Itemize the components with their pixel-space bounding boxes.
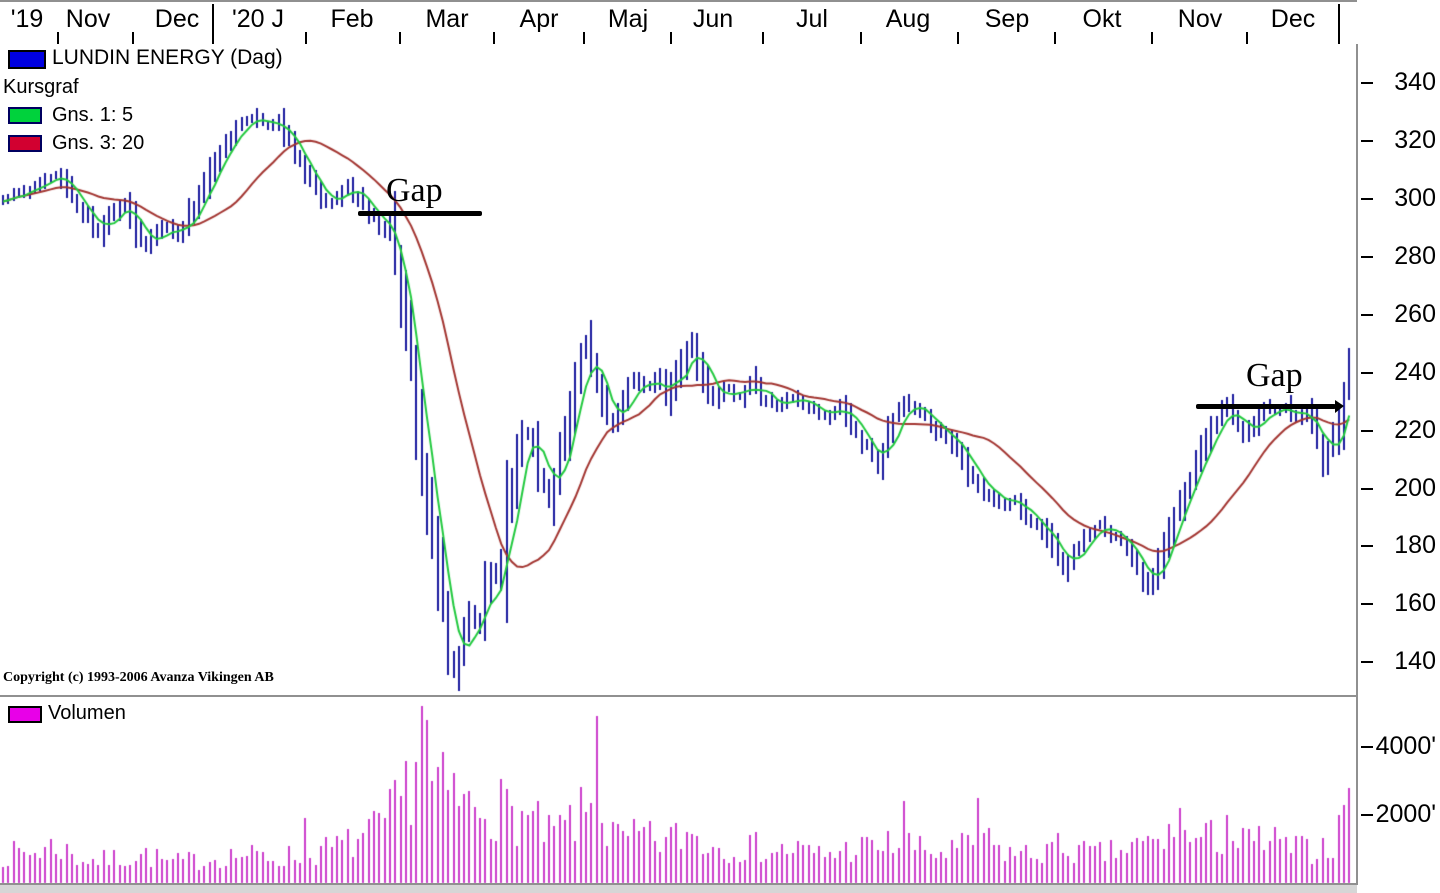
copyright-text: Copyright (c) 1993-2006 Avanza Vikingen …	[3, 670, 274, 685]
volume-tick	[1361, 746, 1373, 748]
price-panel-top-border	[0, 0, 1357, 2]
price-tick-label: 320	[1394, 126, 1436, 154]
month-label: Okt	[1082, 5, 1122, 33]
price-tick	[1361, 140, 1373, 142]
volume-tick	[1361, 814, 1373, 816]
ma20-swatch	[8, 135, 42, 152]
month-label: Nov	[65, 5, 111, 33]
month-label: Apr	[519, 5, 559, 33]
price-tick	[1361, 314, 1373, 316]
price-tick	[1361, 430, 1373, 432]
gap-annotation-line	[358, 211, 482, 216]
price-tick-label: 280	[1394, 242, 1436, 270]
price-legend: LUNDIN ENERGY (Dag) Kursgraf Gns. 1: 5 G…	[0, 44, 320, 164]
month-tick	[762, 32, 764, 44]
month-tick	[583, 32, 585, 44]
month-label: Nov	[1177, 5, 1223, 33]
price-tick-label: 200	[1394, 474, 1436, 502]
volume-tick-label: 2000'	[1375, 800, 1436, 828]
price-series-swatch	[8, 50, 46, 69]
plot-right-border	[1356, 44, 1358, 885]
price-tick	[1361, 545, 1373, 547]
month-tick	[57, 32, 59, 44]
series-label: Kursgraf	[3, 76, 79, 98]
year-tick	[212, 4, 214, 44]
month-tick	[1151, 32, 1153, 44]
month-label: '19	[10, 5, 44, 33]
month-tick	[957, 32, 959, 44]
price-tick-label: 140	[1394, 647, 1436, 675]
price-tick	[1361, 372, 1373, 374]
price-tick	[1361, 198, 1373, 200]
month-label: Jul	[796, 5, 828, 33]
price-tick-label: 300	[1394, 184, 1436, 212]
chart-title: LUNDIN ENERGY (Dag)	[52, 46, 283, 69]
month-label: Aug	[885, 5, 931, 33]
month-label: Dec	[154, 5, 200, 33]
ma5-swatch	[8, 107, 42, 124]
year-tick	[1338, 4, 1340, 44]
month-tick	[1246, 32, 1248, 44]
month-tick	[493, 32, 495, 44]
month-tick	[399, 32, 401, 44]
volume-label: Volumen	[48, 702, 126, 724]
month-axis: '19 Nov Dec '20 J Feb Mar Apr Maj Jun Jul Aug Sep Ok…	[0, 0, 1440, 44]
gap-annotation-line	[1196, 400, 1344, 413]
price-tick	[1361, 82, 1373, 84]
price-tick	[1361, 256, 1373, 258]
month-label: '20 J	[231, 5, 285, 33]
month-tick	[132, 32, 134, 44]
price-tick-label: 220	[1394, 416, 1436, 444]
right-axis: 340 320 300 280 260 240 220 200 180 160 140 4000' 20…	[1356, 44, 1440, 893]
price-tick	[1361, 661, 1373, 663]
month-tick	[860, 32, 862, 44]
volume-swatch	[8, 706, 42, 723]
ma20-label: Gns. 3: 20	[52, 132, 145, 154]
price-tick-label: 180	[1394, 531, 1436, 559]
price-tick-label: 240	[1394, 358, 1436, 386]
price-tick-label: 260	[1394, 300, 1436, 328]
volume-panel-bottom-border	[0, 883, 1357, 885]
month-tick	[670, 32, 672, 44]
price-tick-label: 160	[1394, 589, 1436, 617]
month-tick	[305, 32, 307, 44]
gap-annotation-text: Gap	[386, 172, 443, 209]
month-label: Sep	[984, 5, 1030, 33]
panel-separator	[0, 695, 1357, 697]
ma5-label: Gns. 1: 5	[52, 104, 134, 126]
gap-annotation-text: Gap	[1246, 357, 1303, 394]
gap-arrow-head	[1335, 400, 1344, 413]
volume-legend: Volumen	[0, 700, 220, 730]
volume-tick-label: 4000'	[1375, 732, 1436, 760]
month-label: Mar	[425, 5, 469, 33]
bottom-strip	[0, 885, 1357, 893]
month-label: Feb	[330, 5, 374, 33]
month-label: Jun	[692, 5, 734, 33]
month-tick	[1054, 32, 1056, 44]
month-label: Maj	[607, 5, 649, 33]
price-tick	[1361, 488, 1373, 490]
month-label: Dec	[1270, 5, 1316, 33]
price-tick-label: 340	[1394, 68, 1436, 96]
price-tick	[1361, 603, 1373, 605]
